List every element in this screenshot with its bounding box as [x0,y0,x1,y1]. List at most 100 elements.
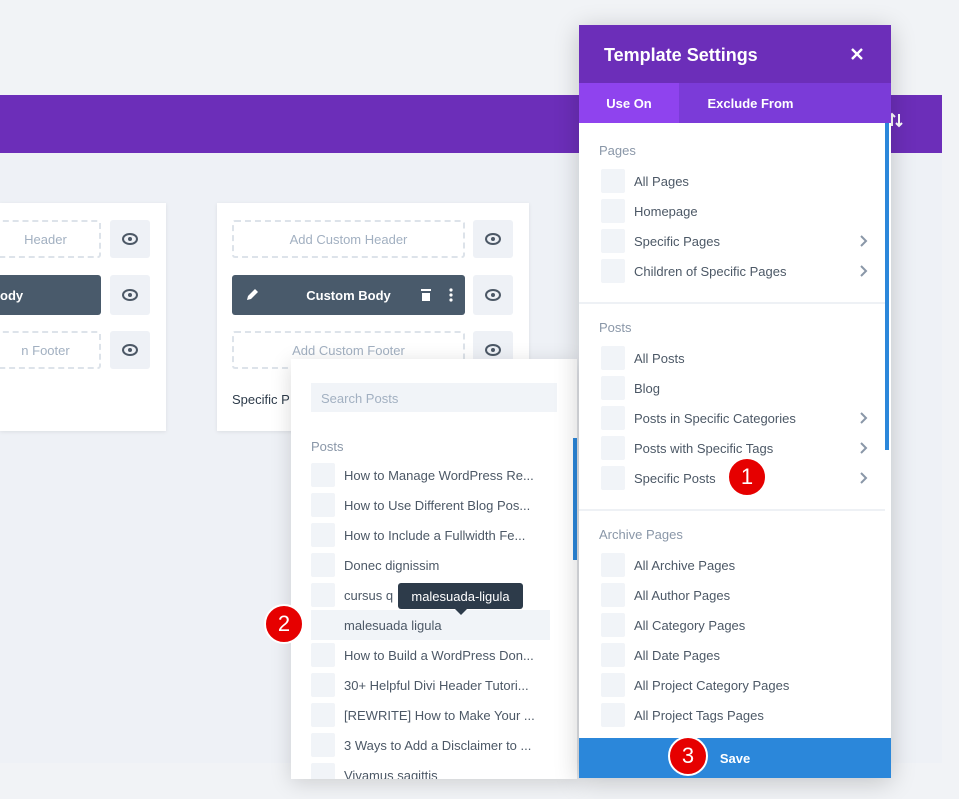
checkbox[interactable] [311,613,335,637]
checkbox[interactable] [601,703,625,727]
checkbox[interactable] [311,463,335,487]
location-option[interactable]: Specific Pages [601,226,871,256]
tab[interactable]: Exclude From [707,95,794,111]
option-label: All Pages [634,173,689,189]
post-option[interactable]: How to Use Different Blog Pos... [311,490,550,520]
post-option[interactable]: [REWRITE] How to Make Your ... [311,700,550,730]
eye-button[interactable] [110,275,150,315]
location-option[interactable]: Homepage [601,196,871,226]
checkbox[interactable] [601,436,625,460]
option-label: Specific Pages [634,233,720,249]
location-option[interactable]: Posts in Specific Categories [601,403,871,433]
post-option[interactable]: 30+ Helpful Divi Header Tutori... [311,670,550,700]
post-option[interactable]: Vivamus sagittis [311,760,550,779]
location-option[interactable]: All Author Pages [601,580,871,610]
save-button[interactable]: Save [579,738,891,778]
header-slot[interactable]: Add Custom Header [232,220,465,258]
chevron [860,412,868,424]
section-title: Posts [311,439,344,454]
checkbox[interactable] [311,673,335,697]
checkbox[interactable] [601,583,625,607]
step-badge: 3 [668,736,708,776]
search-popup: Search Posts Posts How to Manage WordPre… [291,359,577,779]
footer-slot[interactable]: n Footer [0,331,101,369]
checkbox[interactable] [311,703,335,727]
post-option[interactable]: Donec dignissim [311,550,550,580]
checkbox[interactable] [311,493,335,517]
scrollbar [885,123,889,450]
eye-button[interactable] [110,331,150,369]
checkbox[interactable] [601,229,625,253]
slot-label: Header [24,231,67,247]
checkbox[interactable] [311,763,335,779]
option-label: All Project Category Pages [634,677,790,693]
slot-label: Add Custom Footer [292,342,405,358]
post-option[interactable]: 3 Ways to Add a Disclaimer to ... [311,730,550,760]
checkbox[interactable] [311,733,335,757]
post-option[interactable]: How to Build a WordPress Don... [311,640,550,670]
eye-button[interactable] [110,220,150,258]
location-option[interactable]: Children of Specific Pages [601,256,871,286]
checkbox[interactable] [601,673,625,697]
checkbox[interactable] [601,613,625,637]
checkbox[interactable] [601,169,625,193]
location-option[interactable]: All Posts [601,343,871,373]
post-option[interactable]: How to Manage WordPress Re... [311,460,550,490]
option-label: How to Include a Fullwidth Fe... [344,527,526,543]
close-button[interactable] [851,48,863,60]
menu-icon[interactable] [449,288,453,302]
checkbox[interactable] [311,553,335,577]
checkbox[interactable] [601,553,625,577]
checkbox[interactable] [311,523,335,547]
location-option[interactable]: Blog [601,373,871,403]
template-settings: Template Settings Use On Exclude From Pa… [579,25,891,778]
tooltip: malesuada-ligula [398,583,523,609]
delete-icon[interactable] [420,288,432,302]
panel-body: Pages All Pages Homepage Specific Pages Chil… [579,123,891,738]
checkbox[interactable] [311,643,335,667]
tooltip-arrow [454,608,468,615]
location-option[interactable]: All Date Pages [601,640,871,670]
checkbox[interactable] [601,466,625,490]
location-option[interactable]: Posts with Specific Tags [601,433,871,463]
post-option[interactable]: How to Include a Fullwidth Fe... [311,520,550,550]
body-slot[interactable]: ody [0,275,101,315]
option-label: All Author Pages [634,587,731,603]
option-label: cursus q [344,587,394,603]
option-label: 30+ Helpful Divi Header Tutori... [344,677,529,693]
checkbox[interactable] [601,376,625,400]
sort-icon[interactable] [887,111,905,129]
option-label: All Date Pages [634,647,720,663]
location-option[interactable]: All Project Tags Pages [601,700,871,730]
checkbox[interactable] [311,583,335,607]
layout-card: Header ody n Footer [0,203,166,431]
option-label: All Category Pages [634,617,746,633]
search-input[interactable]: Search Posts [311,383,557,412]
eye-button[interactable] [473,220,513,258]
edit-icon[interactable] [245,288,259,302]
location-option[interactable]: All Category Pages [601,610,871,640]
location-option[interactable]: All Archive Pages [601,550,871,580]
checkbox[interactable] [601,259,625,283]
tab[interactable]: Use On [579,83,679,123]
checkbox[interactable] [601,643,625,667]
eye-button[interactable] [473,275,513,315]
option-label: Posts in Specific Categories [634,410,796,426]
body-slot[interactable]: Custom Body [232,275,465,315]
post-option[interactable]: malesuada ligula [311,610,550,640]
header-slot[interactable]: Header [0,220,101,258]
checkbox[interactable] [601,406,625,430]
option-label: Donec dignissim [344,557,440,573]
checkbox[interactable] [601,199,625,223]
step-badge: 2 [264,604,304,644]
checkbox[interactable] [601,346,625,370]
panel-header: Template Settings [579,25,891,83]
location-option[interactable]: All Pages [601,166,871,196]
option-label: malesuada ligula [344,617,442,633]
location-option[interactable]: Specific Posts [601,463,871,493]
chevron [860,472,868,484]
scrollbar [573,438,577,560]
location-option[interactable]: All Project Category Pages [601,670,871,700]
post-option[interactable]: cursus q [311,580,550,610]
